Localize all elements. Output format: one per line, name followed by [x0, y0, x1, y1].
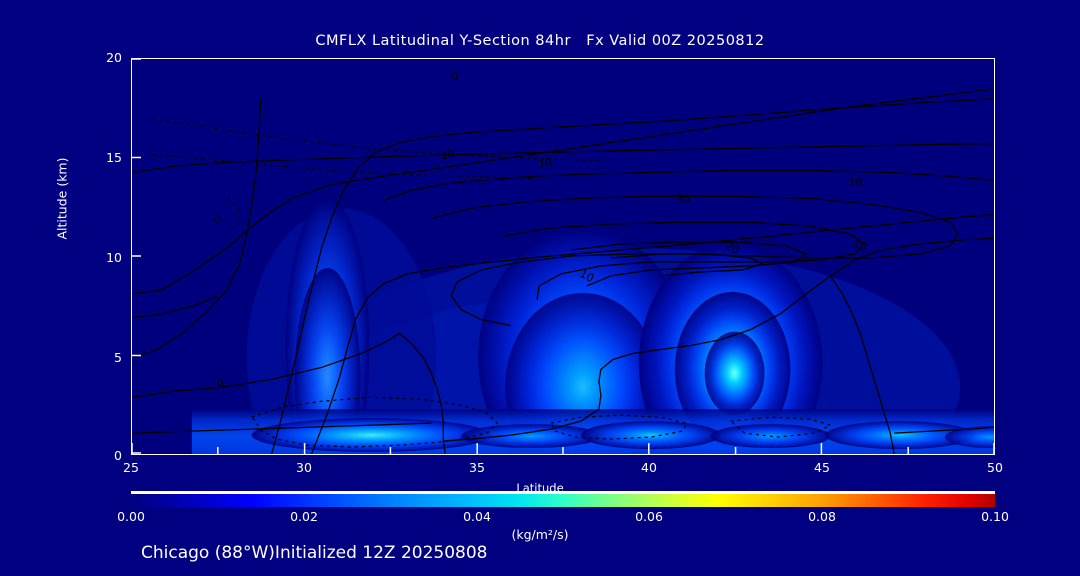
y-tick-0: 0: [114, 448, 122, 463]
y-tick-5: 5: [114, 350, 122, 365]
x-tick-45: 45: [814, 460, 830, 475]
colorbar-tick-4: 0.08: [808, 509, 836, 524]
contour-label-10-right: 10: [848, 175, 862, 188]
plot-area[interactable]: 0 0 0 10 10 10 10 20 20 30: [131, 58, 995, 455]
contour-label-10-center: 10: [578, 267, 596, 285]
x-tick-25: 25: [123, 460, 139, 475]
x-tick-40: 40: [641, 460, 657, 475]
contour-label-0-left: 0: [214, 213, 221, 226]
x-tick-50: 50: [987, 460, 1003, 475]
colorbar-tick-5: 0.10: [981, 509, 1009, 524]
y-axis-label: Altitude (km): [54, 157, 70, 240]
y-tick-20: 20: [106, 50, 122, 65]
y-tick-10: 10: [106, 250, 122, 265]
colorbar-tick-3: 0.06: [635, 509, 663, 524]
cross-section-field: 0 0 0 10 10 10 10 20 20 30: [132, 59, 994, 454]
contour-label-10-right2: 10: [851, 237, 869, 254]
colorbar-units: (kg/m²/s): [511, 527, 569, 542]
contour-label-0-lowleft: 0: [217, 377, 224, 390]
colorbar-tick-2: 0.04: [463, 509, 491, 524]
contour-label-20-right: 20: [723, 239, 741, 257]
contour-label-20-upper: 20: [537, 155, 554, 171]
colorbar-tick-1: 0.02: [290, 509, 318, 524]
contour-label-0: 0: [449, 69, 460, 84]
chart-caption: Chicago (88°W)Initialized 12Z 20250808: [141, 543, 488, 563]
x-tick-30: 30: [296, 460, 312, 475]
colorbar[interactable]: [131, 491, 995, 507]
colorbar-gradient: [131, 494, 995, 507]
colorbar-tick-0: 0.00: [117, 509, 145, 524]
chart-title: CMFLX Latitudinal Y-Section 84hr Fx Vali…: [315, 33, 765, 49]
contour-label-10-upper: 10: [440, 148, 456, 163]
colorbar-top-rule: [131, 491, 995, 494]
x-tick-35: 35: [469, 460, 485, 475]
contour-label-30: 30: [676, 192, 690, 205]
y-tick-15: 15: [106, 150, 122, 165]
